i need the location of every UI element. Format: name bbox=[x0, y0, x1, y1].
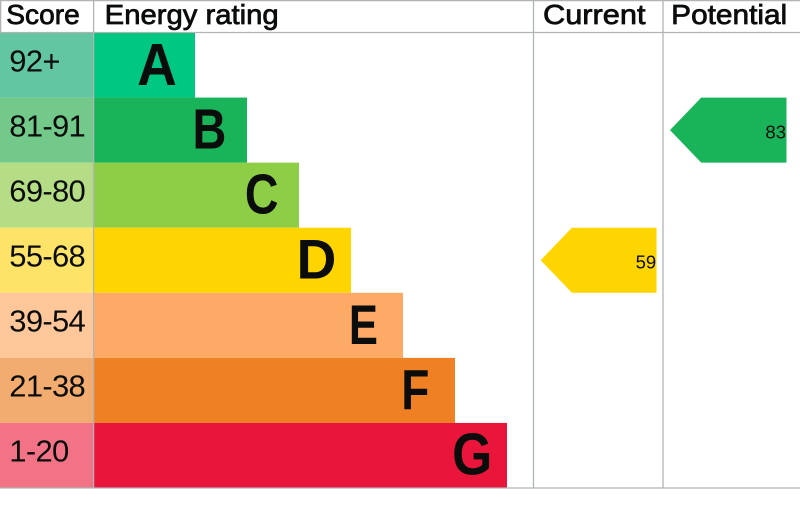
svg-text:Energy rating: Energy rating bbox=[105, 0, 279, 30]
svg-text:D: D bbox=[296, 228, 336, 290]
svg-text:Score: Score bbox=[6, 0, 80, 30]
svg-text:Potential: Potential bbox=[671, 0, 787, 30]
svg-text:55-68: 55-68 bbox=[9, 239, 85, 274]
svg-text:F: F bbox=[401, 359, 429, 422]
svg-text:B: B bbox=[192, 97, 226, 160]
svg-text:C: C bbox=[245, 162, 279, 225]
svg-text:81-91: 81-91 bbox=[9, 108, 85, 143]
svg-text:A: A bbox=[137, 33, 177, 98]
svg-text:E: E bbox=[349, 294, 378, 356]
svg-text:1-20: 1-20 bbox=[9, 434, 69, 469]
svg-text:69-80: 69-80 bbox=[9, 173, 85, 208]
svg-text:21-38: 21-38 bbox=[9, 369, 85, 404]
svg-text:Current: Current bbox=[543, 0, 646, 30]
svg-text:G: G bbox=[452, 420, 492, 487]
svg-text:83: 83 bbox=[765, 121, 786, 142]
svg-text:92+: 92+ bbox=[9, 43, 60, 78]
svg-text:59: 59 bbox=[636, 252, 657, 273]
svg-text:39-54: 39-54 bbox=[9, 304, 85, 339]
